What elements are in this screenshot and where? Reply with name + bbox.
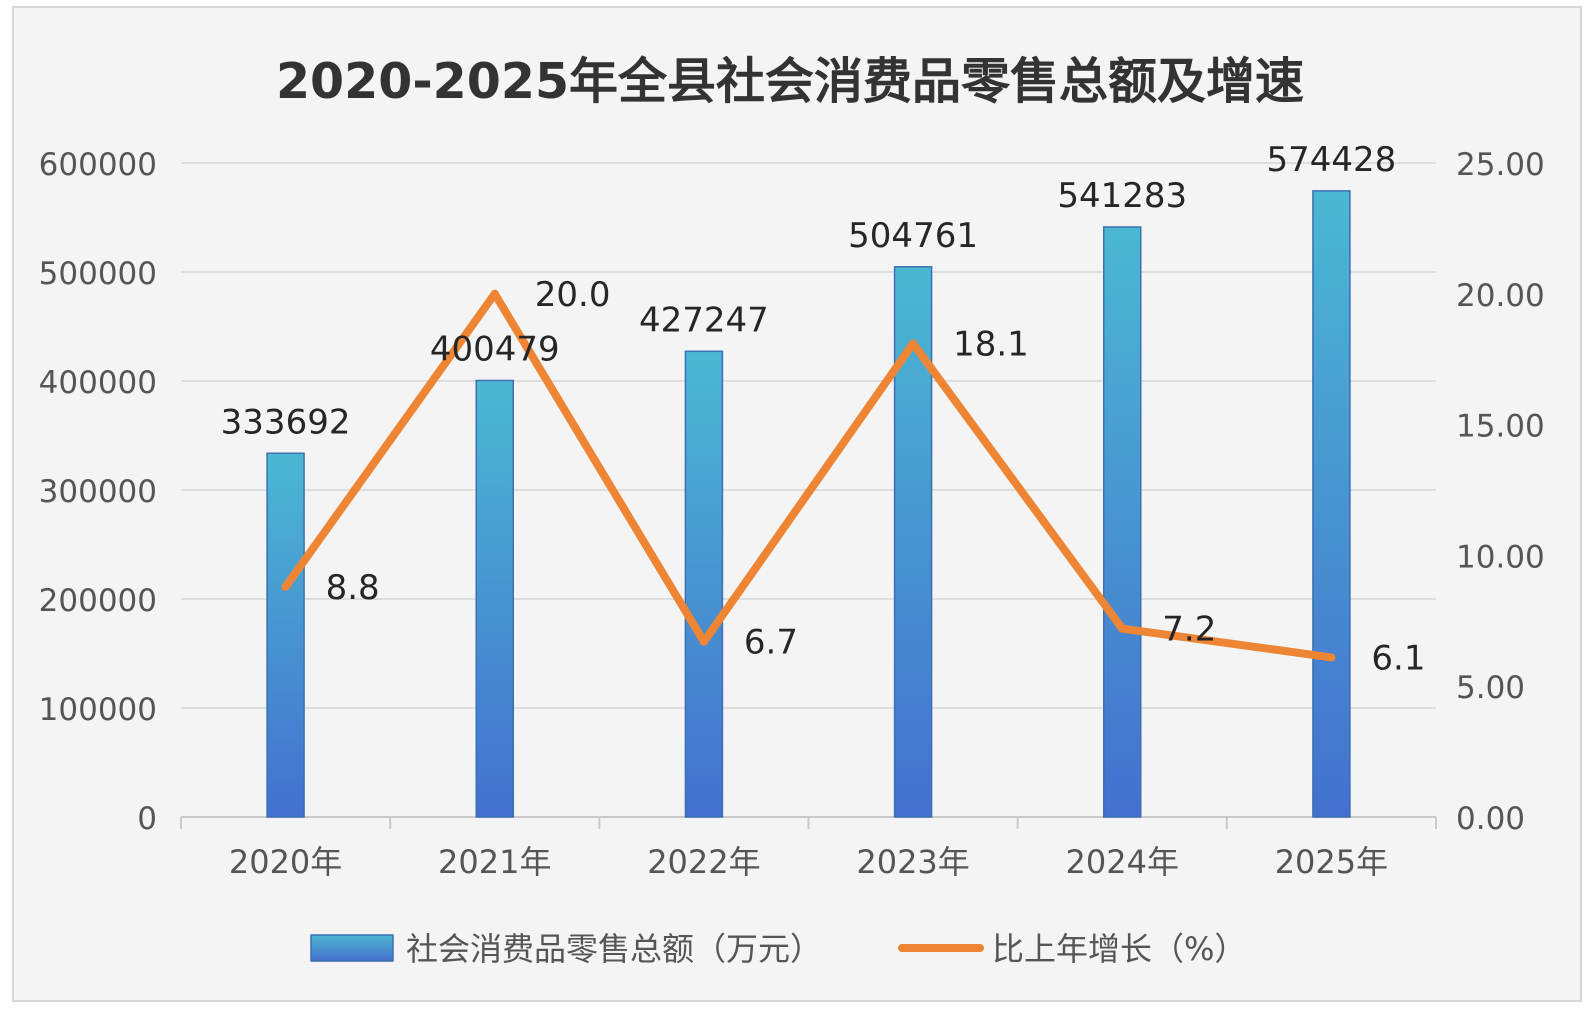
bar: [475, 379, 514, 818]
x-category-label: 2021年: [438, 843, 551, 881]
x-category-label: 2024年: [1066, 843, 1179, 881]
line-point: [699, 637, 708, 646]
line-value-label: 20.0: [535, 275, 611, 315]
line-value-label: 18.1: [953, 325, 1029, 365]
y-right-tick-label: 25.00: [1456, 147, 1545, 183]
y-right-tick-label: 15.00: [1456, 409, 1545, 445]
line-value-label: 7.2: [1162, 610, 1216, 650]
bar-value-label: 400479: [430, 329, 560, 369]
y-right-tick-label: 10.00: [1456, 539, 1545, 575]
line-point: [1118, 624, 1127, 633]
y-left-tick-label: 0: [137, 801, 157, 837]
bar-value-label: 574428: [1267, 140, 1397, 180]
legend-label-bars: 社会消费品零售总额（万元）: [406, 930, 822, 968]
bar: [266, 452, 305, 818]
bar: [1103, 226, 1142, 818]
legend: 社会消费品零售总额（万元） 比上年增长（%）: [310, 930, 1246, 968]
chart-frame: 2020-2025年全县社会消费品零售总额及增速 0 100000 200000 30…: [12, 6, 1582, 1002]
legend-swatch-bars: [310, 934, 394, 962]
x-category-label: 2023年: [856, 843, 969, 881]
x-category-label: 2025年: [1275, 843, 1388, 881]
x-category-label: 2022年: [647, 843, 760, 881]
y-right-tick-label: 0.00: [1456, 801, 1525, 837]
bar-value-label: 333692: [221, 402, 351, 442]
bar-value-label: 504761: [848, 216, 978, 256]
bar-value-label: 427247: [639, 300, 769, 340]
y-left-tick-label: 100000: [39, 692, 157, 728]
line-point: [281, 582, 290, 591]
line-value-label: 6.7: [744, 623, 798, 663]
bar: [684, 350, 724, 818]
x-category-label: 2020年: [229, 843, 342, 881]
growth-line: [281, 289, 1336, 662]
bar-value-label: 541283: [1057, 176, 1187, 216]
y-right-tick-label: 20.00: [1456, 278, 1545, 314]
line-point: [1327, 653, 1336, 662]
y-left-tick-label: 600000: [39, 147, 157, 183]
y-left-tick-label: 200000: [39, 583, 157, 619]
line-value-label: 8.8: [326, 568, 380, 608]
line-point: [909, 339, 918, 348]
line-value-label: 6.1: [1371, 638, 1425, 678]
y-left-tick-label: 300000: [39, 474, 157, 510]
bar-series: [266, 190, 1351, 818]
chart-title: 2020-2025年全县社会消费品零售总额及增速: [276, 53, 1304, 110]
y-left-tick-label: 500000: [39, 256, 157, 292]
gridlines: [181, 162, 1436, 709]
y-right-tick-label: 5.00: [1456, 670, 1525, 706]
bar: [1312, 190, 1351, 818]
y-left-tick-label: 400000: [39, 365, 157, 401]
data-labels: 333692 400479 427247 504761 541283 574428 8.8 2…: [221, 140, 1426, 679]
combo-chart: 2020-2025年全县社会消费品零售总额及增速 0 100000 200000 30…: [39, 53, 1545, 968]
axes: 0 100000 200000 300000 400000 500000 600000 0.0…: [39, 147, 1545, 881]
line-series: [281, 289, 1336, 662]
line-point: [490, 289, 499, 298]
legend-label-line: 比上年增长（%）: [992, 930, 1246, 968]
